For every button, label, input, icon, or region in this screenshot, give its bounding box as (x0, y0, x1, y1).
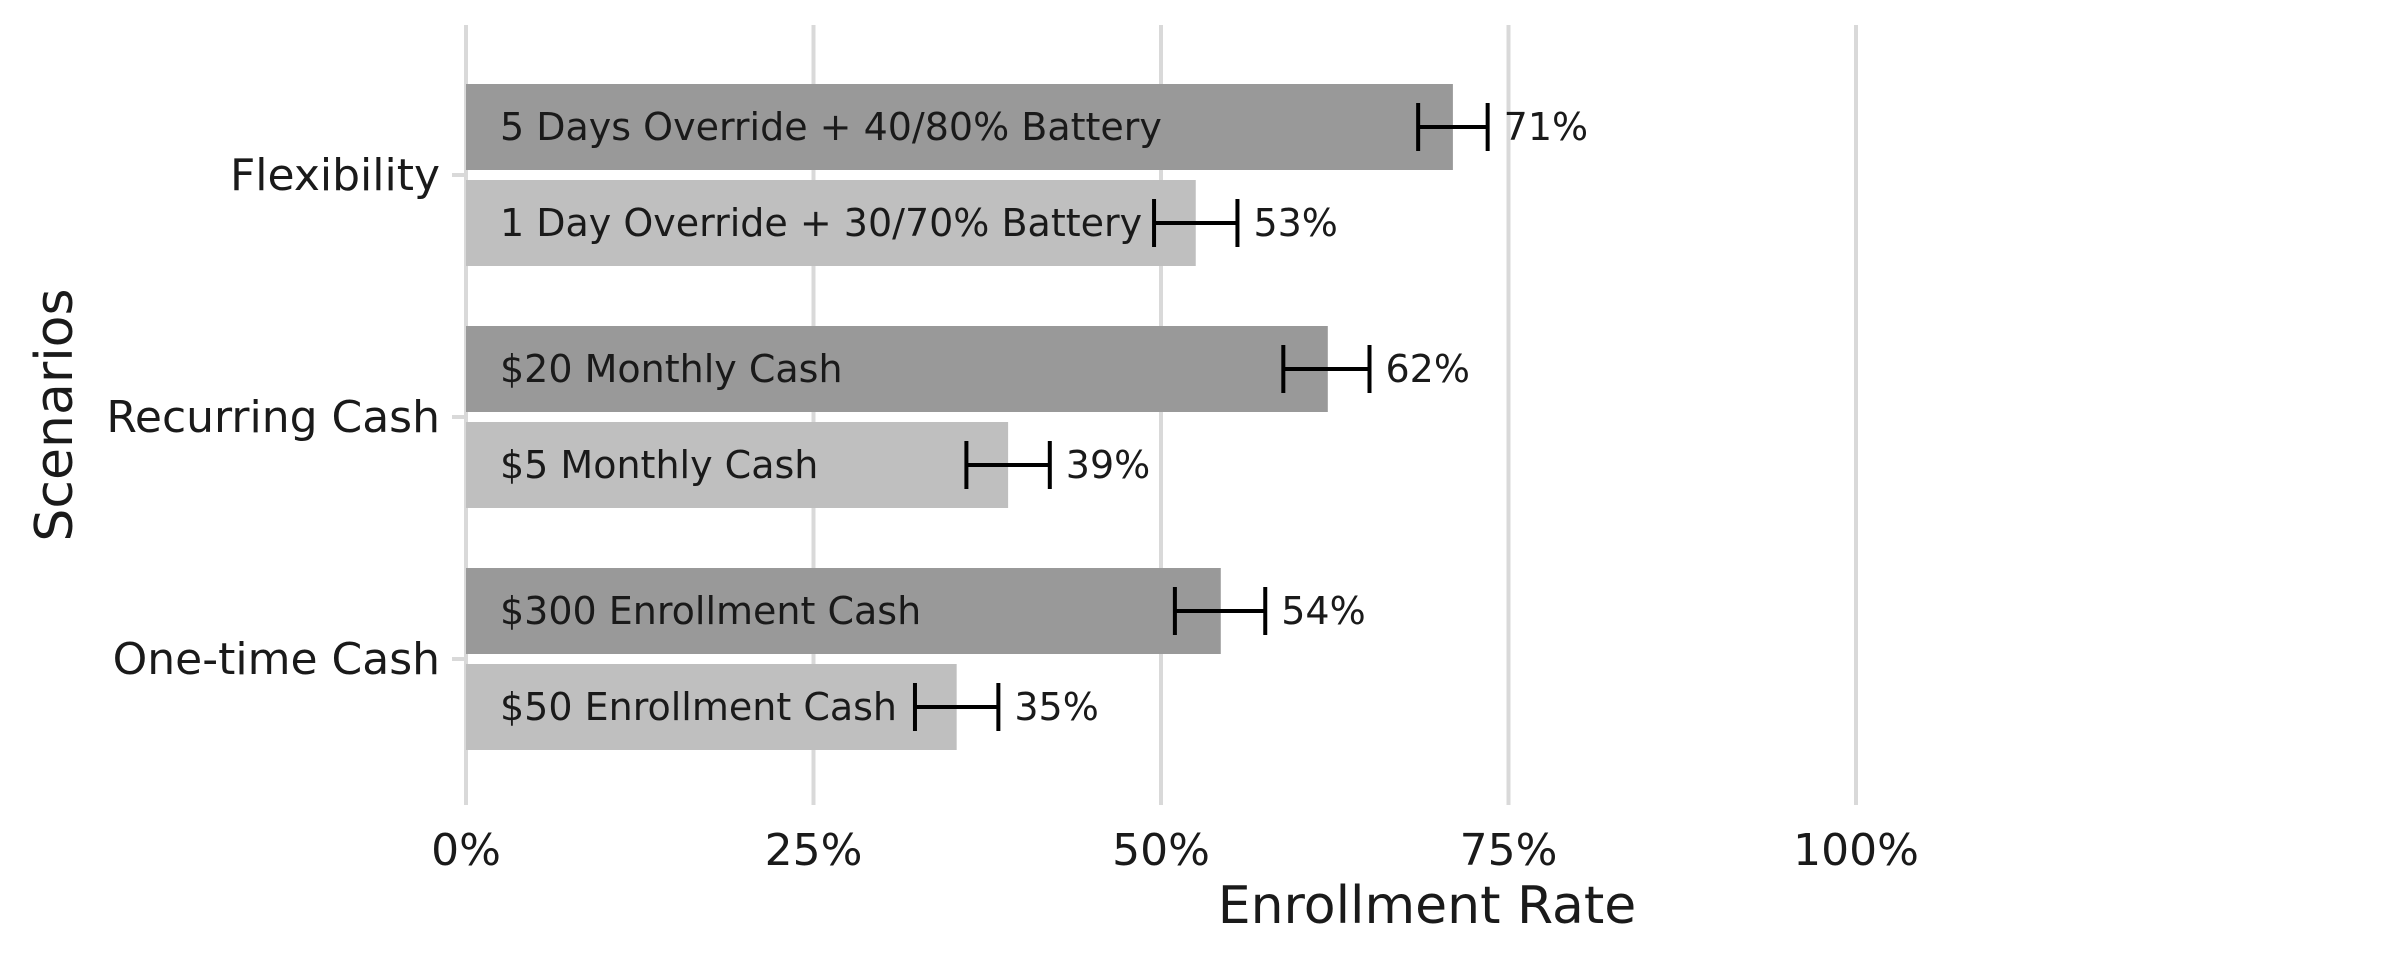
error-bars (912, 103, 1490, 731)
bar-label: $5 Monthly Cash (500, 443, 818, 487)
x-tick-label: 50% (1112, 825, 1210, 876)
x-axis-title: Enrollment Rate (1218, 876, 1637, 936)
bar-label: 1 Day Override + 30/70% Battery (500, 201, 1142, 245)
axes: 0% 25% 50% 75% 100% Flexibility Recurring Cash… (106, 150, 1919, 876)
value-label: 53% (1253, 201, 1337, 245)
y-tick-label: One-time Cash (113, 634, 440, 685)
y-tick-label: Flexibility (230, 150, 440, 201)
bar-label: $20 Monthly Cash (500, 347, 843, 391)
x-tick-label: 0% (431, 825, 501, 876)
bar-label: $50 Enrollment Cash (500, 685, 897, 729)
bar (466, 568, 1221, 654)
x-tick-label: 75% (1460, 825, 1558, 876)
bars (466, 84, 1453, 750)
value-label: 71% (1504, 105, 1588, 149)
value-label: 35% (1014, 685, 1098, 729)
value-label: 39% (1066, 443, 1150, 487)
bar-label: $300 Enrollment Cash (500, 589, 921, 633)
y-axis-title: Scenarios (25, 288, 85, 541)
bar (466, 664, 957, 750)
x-tick-label: 100% (1793, 825, 1919, 876)
bar (466, 84, 1453, 170)
bar (466, 180, 1196, 266)
value-label: 62% (1386, 347, 1470, 391)
bar (466, 422, 1009, 508)
data-labels: 5 Days Override + 40/80% Battery 71% 1 Day… (500, 105, 1588, 729)
y-tick-label: Recurring Cash (106, 392, 440, 443)
value-label: 54% (1281, 589, 1365, 633)
bar-label: 5 Days Override + 40/80% Battery (500, 105, 1162, 149)
x-tick-label: 25% (765, 825, 863, 876)
bar (466, 326, 1328, 412)
